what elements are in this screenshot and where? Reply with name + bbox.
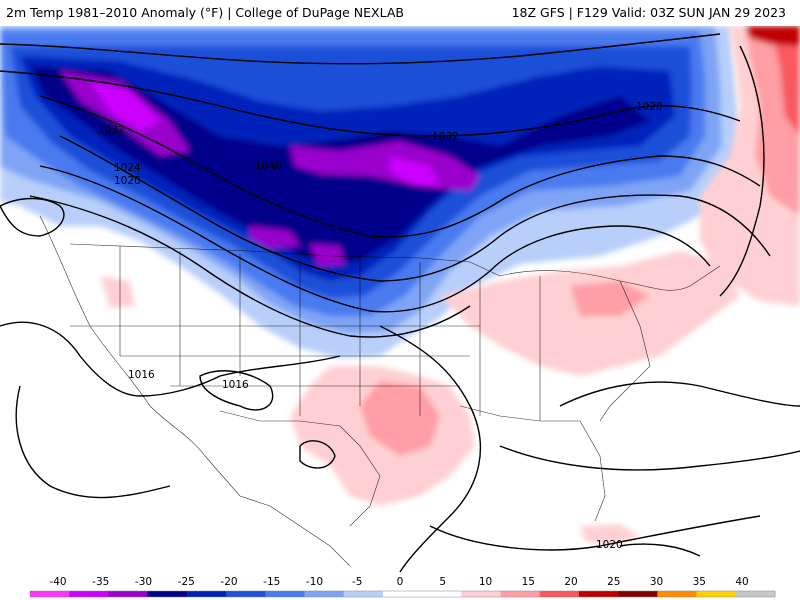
colorbar-tick-labels: -40 -35 -30 -25 -20 -15 -10 -5 0 5 10 15 20 25 30 35 40 [49,576,748,588]
pressure-label-1028: 1028 [636,101,663,113]
colorbar-tick-label: -35 [92,576,109,588]
colorbar-swatch [657,591,698,597]
colorbar-tick-label: -25 [178,576,195,588]
isobar-labels: 1028 1032 1024 1020 1040 1032 1016 1016 … [98,101,663,551]
cold-anomaly-field [0,26,742,358]
colorbar-tick-label: -15 [263,576,280,588]
colorbar-swatch [69,591,109,597]
colorbar-tick-label: 0 [397,576,404,588]
pressure-label-1040: 1040 [255,160,282,172]
colorbar-tick-label: 5 [439,576,446,588]
pressure-label-1020-south: 1020 [596,539,623,551]
colorbar-tick-label: 10 [479,576,492,588]
colorbar-tick-label: 20 [564,576,577,588]
pressure-label-1020-north: 1020 [114,175,141,187]
colorbar-swatch [304,591,345,597]
colorbar-swatch [30,591,70,597]
colorbar-swatch [265,591,305,597]
colorbar-tick-label: 30 [650,576,663,588]
model-run-title: 18Z GFS | F129 Valid: 03Z SUN JAN 29 202… [511,5,786,20]
colorbar-tick-label: 40 [735,576,748,588]
colorbar-swatch [500,591,541,597]
colorbar-swatch [696,591,737,597]
colorbar: -40 -35 -30 -25 -20 -15 -10 -5 0 5 10 15 20 25 30 35 40 [29,576,776,598]
colorbar-swatch [578,591,619,597]
colorbar-tick-label: -20 [220,576,237,588]
colorbar-tick-label: -30 [135,576,152,588]
colorbar-swatch [147,591,188,597]
pressure-label-1032-west: 1032 [98,124,125,136]
colorbar-tick-label: 25 [607,576,620,588]
colorbar-swatch [226,591,266,597]
pressure-label-1024: 1024 [114,162,141,174]
colorbar-tick-label: 15 [522,576,535,588]
colorbar-outline [29,590,776,598]
colorbar-swatch [343,591,384,597]
colorbar-swatch [186,591,227,597]
colorbar-swatch [108,591,149,597]
colorbar-swatch [618,591,658,597]
colorbar-swatches [29,590,776,598]
colorbar-swatch [382,591,423,597]
political-boundaries [39,215,721,567]
anomaly-map: 1028 1032 1024 1020 1040 1032 1016 1016 … [0,26,800,572]
product-title: 2m Temp 1981–2010 Anomaly (°F) | College… [6,5,404,20]
colorbar-tick-label: -10 [306,576,323,588]
isobar-contours [0,33,800,572]
title-bar: 2m Temp 1981–2010 Anomaly (°F) | College… [0,0,800,26]
colorbar-swatch [461,591,502,597]
colorbar-tick-label: -40 [49,576,66,588]
colorbar-swatch [422,591,462,597]
pressure-label-1016-west: 1016 [128,369,155,381]
pressure-label-1016-central: 1016 [222,379,249,391]
colorbar-swatch [735,591,776,597]
pressure-label-1032-central: 1032 [432,131,459,143]
colorbar-tick-label: -5 [352,576,362,588]
colorbar-swatch [539,591,580,597]
colorbar-tick-label: 35 [693,576,706,588]
